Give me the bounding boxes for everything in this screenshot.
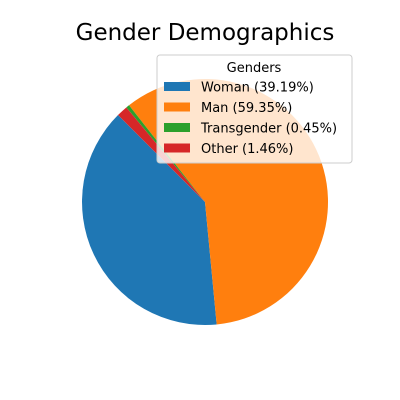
legend-label-2: Transgender (0.45%) [200, 122, 337, 137]
pie-slice-0 [82, 115, 217, 325]
legend-frame [156, 54, 353, 164]
legend-label-3: Other (1.46%) [201, 142, 294, 157]
legend-swatch-0 [164, 82, 190, 91]
legend: Genders Woman (39.19%) Man (59.35%) Transg… [156, 54, 353, 164]
legend-swatch-2 [164, 123, 190, 132]
chart-title: Gender Demographics [76, 20, 335, 46]
legend-label-1: Man (59.35%) [201, 101, 292, 116]
legend-swatch-1 [164, 102, 190, 112]
legend-label-0: Woman (39.19%) [201, 81, 314, 96]
legend-swatch-3 [164, 143, 190, 153]
legend-title: Genders [227, 61, 282, 76]
